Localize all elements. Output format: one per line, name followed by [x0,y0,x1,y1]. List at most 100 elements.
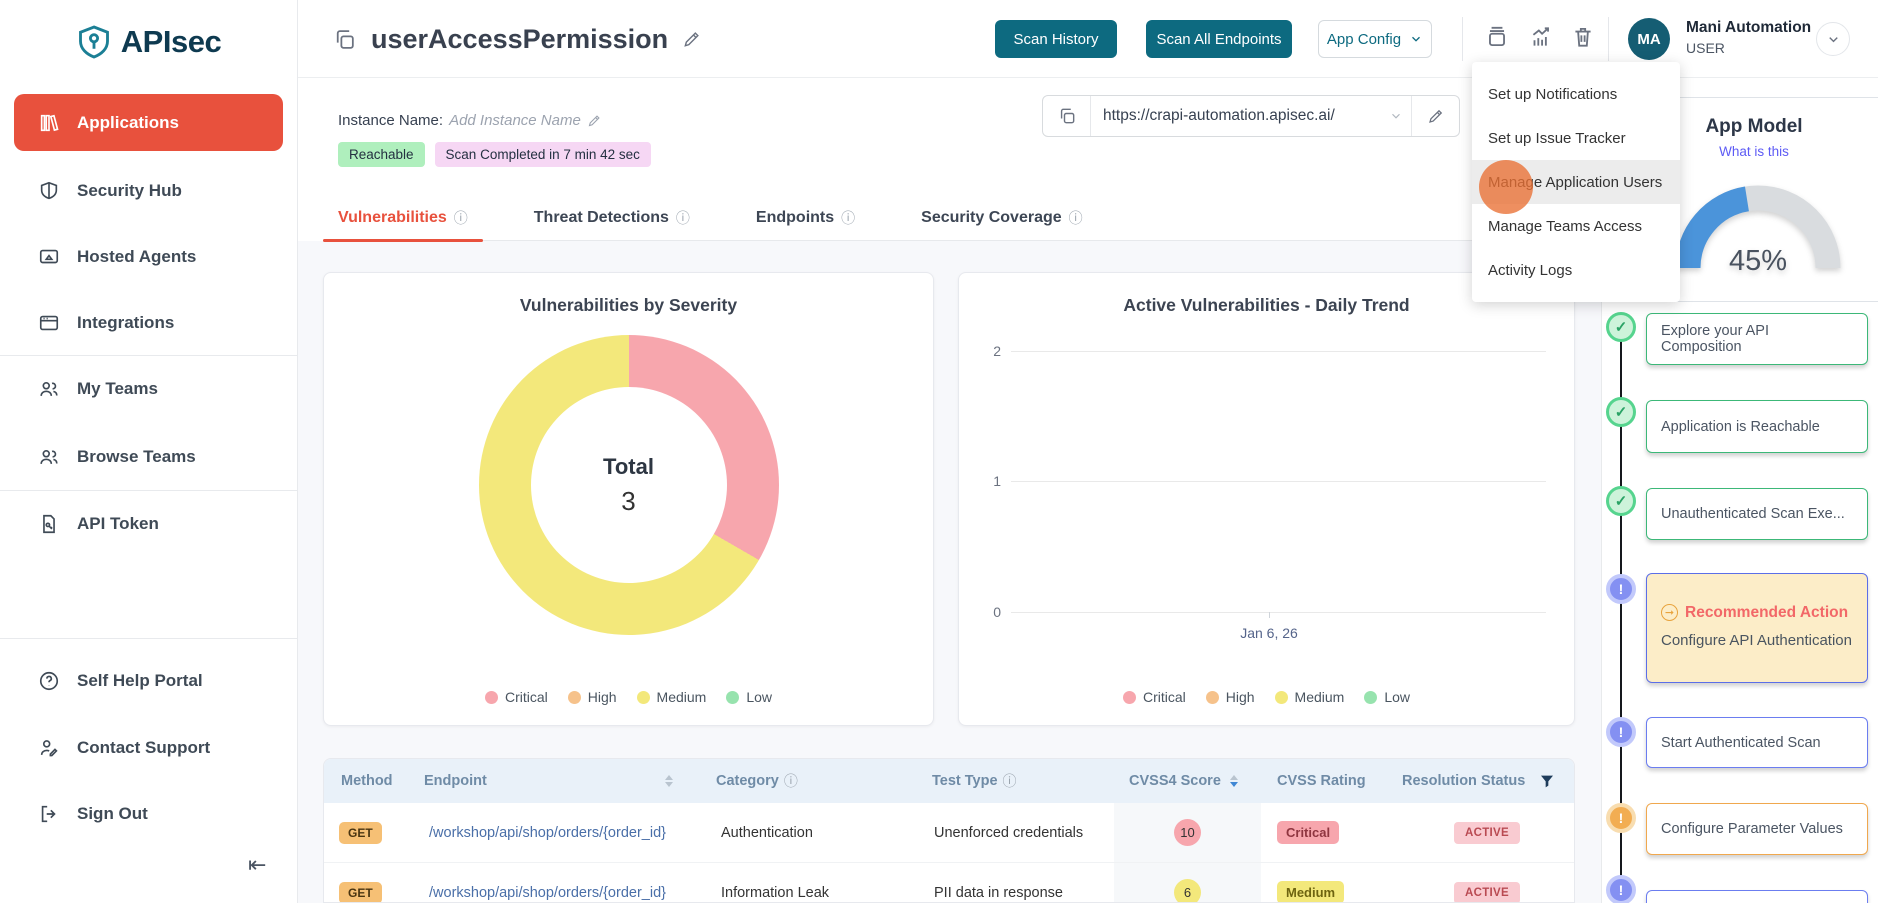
my-teams-icon [40,381,58,396]
apisec-shield-icon [78,25,109,59]
tab-threat-detections[interactable]: Threat Detections ⓘ [519,196,705,240]
recommended-action-label: Recommended Action [1685,603,1849,621]
sidebar-item-security-hub[interactable]: Security Hub [14,162,283,219]
sidebar-divider [0,355,297,356]
info-icon[interactable]: ⓘ [675,210,690,226]
support-icon [40,739,58,756]
menu-item-setup-notifications[interactable]: Set up Notifications [1488,85,1618,103]
sidebar-item-applications[interactable]: Applications [14,94,283,151]
col-test-type[interactable]: Test Type ⓘ [932,759,1017,803]
step-alert-icon: ! [1606,574,1636,604]
copy-url-button[interactable] [1043,96,1091,136]
what-is-this-link[interactable]: What is this [1719,144,1789,159]
table-row[interactable]: GET /workshop/api/shop/orders/{order_id}… [324,862,1574,902]
metrics-chart-icon[interactable] [1528,24,1554,50]
filter-icon[interactable] [1539,773,1555,789]
edit-instance-icon[interactable] [587,113,602,128]
endpoint-cell[interactable]: /workshop/api/shop/orders/{order_id} [429,824,666,841]
copy-icon [1060,108,1074,124]
sidebar-item-self-help-portal[interactable]: Self Help Portal [14,652,283,709]
legend-item-critical[interactable]: Critical [484,689,548,705]
user-menu-button[interactable] [1816,22,1850,56]
tab-label: Vulnerabilities [338,209,447,226]
step-configure-api-authentication[interactable]: ➞ Recommended Action Configure API Authe… [1646,573,1868,683]
info-icon[interactable]: ⓘ [841,210,856,226]
sidebar-item-label: Integrations [77,312,175,332]
avatar[interactable]: MA [1628,18,1670,60]
sidebar-item-my-teams[interactable]: My Teams [14,360,283,417]
step-explore-api-composition[interactable]: Explore your API Composition [1646,313,1868,365]
header-divider [1608,17,1609,61]
legend-item-critical[interactable]: Critical [1122,689,1186,705]
info-icon[interactable]: ⓘ [783,773,798,789]
header-divider [1462,17,1463,61]
sort-score-icon[interactable] [1229,775,1238,787]
info-icon[interactable]: ⓘ [1002,773,1017,789]
tab-vulnerabilities[interactable]: Vulnerabilities ⓘ [323,196,483,242]
chevron-down-icon [1412,36,1421,42]
col-method[interactable]: Method [341,773,393,789]
legend-item-medium[interactable]: Medium [1274,689,1344,705]
edit-title-icon[interactable] [682,29,702,49]
integrations-icon [39,315,59,330]
high-dot-icon [567,690,581,704]
menu-item-manage-application-users[interactable]: Manage Application Users [1472,160,1680,204]
sidebar-item-browse-teams[interactable]: Browse Teams [14,428,283,485]
menu-item-activity-logs[interactable]: Activity Logs [1488,261,1573,279]
app-config-button[interactable]: App Config [1318,20,1432,58]
method-cell: GET [339,803,382,862]
tab-label: Endpoints [755,209,835,226]
col-label: Test Type [932,773,998,789]
instance-name-placeholder[interactable]: Add Instance Name [449,112,581,129]
target-url-input[interactable] [1091,107,1389,125]
category-cell: Information Leak [721,884,830,901]
archive-icon[interactable] [1484,24,1510,50]
col-cvss4-score[interactable]: CVSS4 Score [1129,759,1238,803]
edit-url-button[interactable] [1411,96,1459,136]
security-hub-icon [40,181,58,199]
sidebar-item-integrations[interactable]: Integrations [14,294,283,351]
scan-all-endpoints-button[interactable]: Scan All Endpoints [1146,20,1292,58]
rating-badge: Medium [1277,881,1345,902]
sort-endpoint-icon[interactable] [664,775,673,787]
col-resolution-status[interactable]: Resolution Status [1402,759,1555,803]
delete-icon[interactable] [1570,24,1596,50]
tab-security-coverage[interactable]: Security Coverage ⓘ [906,196,1098,240]
scan-history-button[interactable]: Scan History [995,20,1117,58]
url-dropdown-icon[interactable] [1389,109,1403,123]
sidebar-item-api-token[interactable]: API Token [14,495,283,552]
vulnerabilities-table: Method Endpoint Category ⓘ Test Type ⓘ C… [323,758,1575,903]
method-badge: GET [339,881,382,902]
method-badge: GET [339,821,382,844]
info-icon[interactable]: ⓘ [453,210,468,226]
sidebar-item-sign-out[interactable]: Sign Out [14,785,283,842]
step-application-reachable[interactable]: Application is Reachable [1646,400,1868,453]
menu-item-setup-issue-tracker[interactable]: Set up Issue Tracker [1488,129,1626,147]
step-start-authenticated-scan[interactable]: Start Authenticated Scan [1646,717,1868,768]
endpoint-cell[interactable]: /workshop/api/shop/orders/{order_id} [429,884,666,901]
step-configure-parameter-values[interactable]: Configure Parameter Values [1646,803,1868,855]
legend-item-low[interactable]: Low [1364,689,1410,705]
sidebar-collapse-icon[interactable]: ⇤ [248,852,267,877]
legend-label: Critical [1142,689,1186,705]
legend-item-high[interactable]: High [1205,689,1255,705]
legend-item-low[interactable]: Low [726,689,772,705]
legend-item-high[interactable]: High [567,689,617,705]
copy-title-icon[interactable] [332,27,357,52]
sidebar-item-contact-support[interactable]: Contact Support [14,719,283,776]
app-model-title: App Model [1705,116,1803,137]
legend-item-medium[interactable]: Medium [636,689,706,705]
info-icon[interactable]: ⓘ [1068,210,1083,226]
severity-donut-chart[interactable]: Total 3 [478,335,779,635]
sidebar-item-hosted-agents[interactable]: Hosted Agents [14,228,283,285]
col-cvss-rating[interactable]: CVSS Rating [1277,773,1366,789]
step-alert-icon: ! [1606,717,1636,747]
table-row[interactable]: GET /workshop/api/shop/orders/{order_id}… [324,803,1574,862]
col-category[interactable]: Category ⓘ [716,759,798,803]
step-unauthenticated-scan[interactable]: Unauthenticated Scan Exe... [1646,488,1868,540]
target-url-bar [1042,95,1460,137]
step-partial[interactable] [1646,890,1868,903]
menu-item-manage-teams-access[interactable]: Manage Teams Access [1488,217,1642,235]
col-endpoint[interactable]: Endpoint [424,759,673,803]
tab-endpoints[interactable]: Endpoints ⓘ [741,196,870,240]
